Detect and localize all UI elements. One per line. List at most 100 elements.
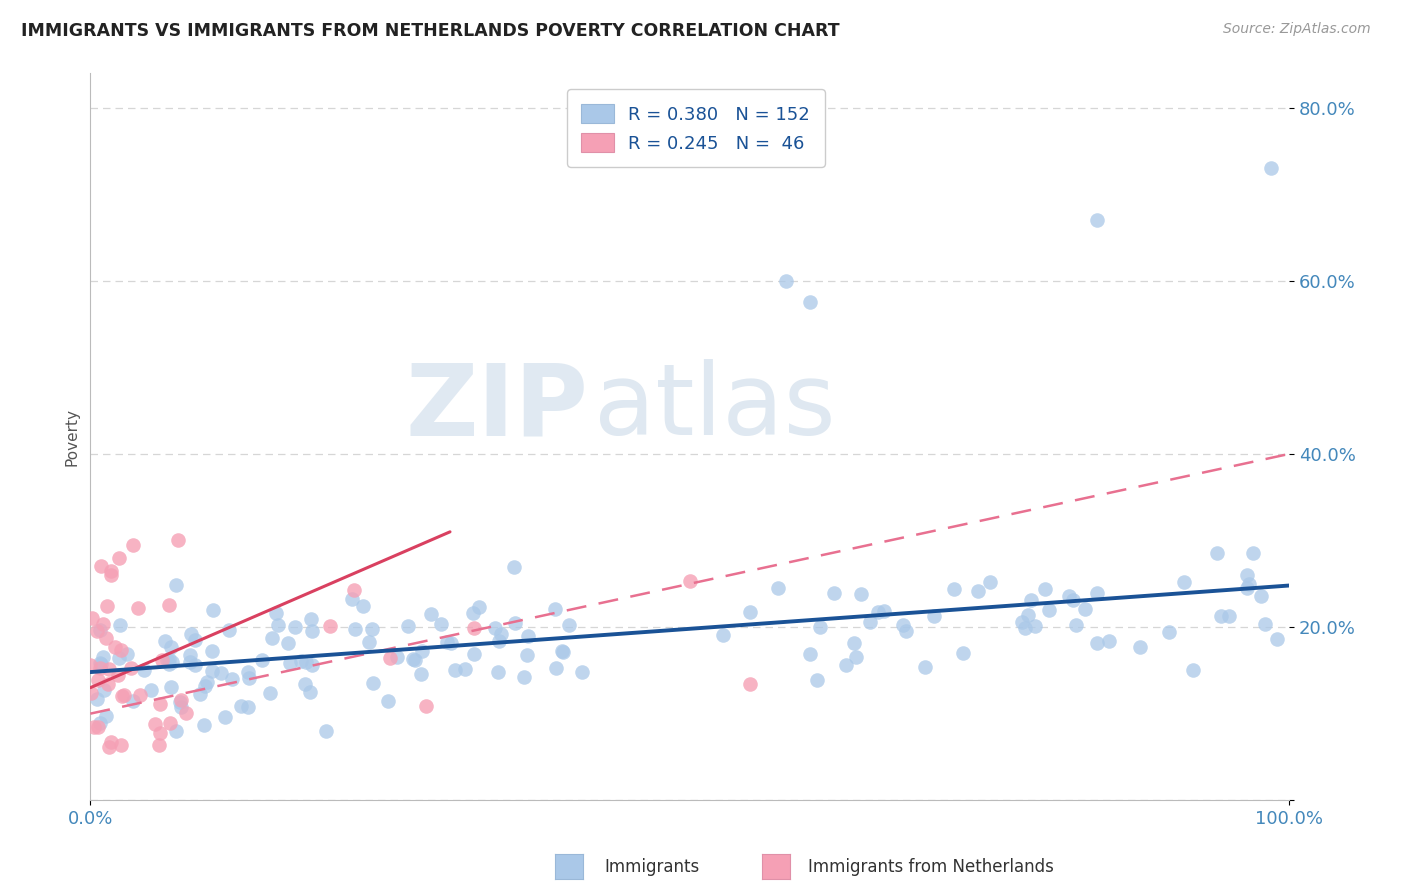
Point — [1236, 581, 1258, 595]
Point — [851, 587, 873, 601]
Point — [94, 709, 117, 723]
Point — [894, 624, 917, 638]
Text: ZIP: ZIP — [405, 359, 588, 456]
Point — [209, 665, 232, 680]
Point — [267, 618, 290, 632]
Point — [738, 677, 761, 691]
Point — [96, 599, 118, 613]
Point — [238, 699, 260, 714]
Point — [436, 634, 458, 648]
Point — [768, 582, 790, 596]
Point — [845, 650, 868, 665]
Point — [1024, 619, 1046, 633]
Point — [914, 660, 936, 674]
Text: Immigrants from Netherlands: Immigrants from Netherlands — [808, 858, 1054, 876]
Point — [132, 663, 155, 677]
Point — [111, 689, 134, 703]
Legend: R = 0.380   N = 152, R = 0.245   N =  46: R = 0.380 N = 152, R = 0.245 N = 46 — [567, 89, 825, 167]
Point — [166, 578, 188, 592]
Point — [342, 591, 364, 606]
Text: atlas: atlas — [593, 359, 835, 456]
Point — [83, 720, 105, 734]
Point — [679, 574, 702, 588]
Point — [1064, 618, 1087, 632]
Point — [87, 673, 110, 688]
Point — [546, 661, 568, 675]
Point — [1038, 603, 1060, 617]
Point — [277, 635, 299, 649]
Point — [157, 657, 180, 671]
Point — [1182, 663, 1205, 677]
Point — [193, 718, 215, 732]
Point — [396, 619, 419, 633]
Point — [799, 295, 821, 310]
Point — [127, 601, 149, 615]
Point — [169, 695, 191, 709]
Point — [463, 648, 485, 662]
Point — [218, 623, 240, 637]
Text: IMMIGRANTS VS IMMIGRANTS FROM NETHERLANDS POVERTY CORRELATION CHART: IMMIGRANTS VS IMMIGRANTS FROM NETHERLAND… — [21, 22, 839, 40]
Point — [148, 739, 170, 753]
Point — [262, 631, 284, 645]
Point — [551, 645, 574, 659]
Point — [174, 706, 197, 720]
Point — [859, 615, 882, 629]
Point — [139, 682, 162, 697]
Point — [231, 699, 253, 714]
Point — [150, 653, 173, 667]
Point — [221, 672, 243, 686]
Point — [184, 658, 207, 673]
Point — [966, 584, 988, 599]
Point — [148, 725, 170, 739]
Point — [89, 661, 111, 675]
Point — [143, 717, 166, 731]
Point — [489, 627, 512, 641]
Point — [108, 618, 131, 632]
Point — [179, 655, 201, 669]
Point — [1085, 586, 1108, 600]
Point — [363, 675, 385, 690]
Point — [344, 622, 367, 636]
Point — [1087, 636, 1109, 650]
Point — [891, 618, 914, 632]
Point — [343, 582, 366, 597]
Point — [104, 640, 127, 654]
Point — [89, 657, 111, 672]
Point — [711, 628, 734, 642]
Point — [1260, 161, 1282, 176]
Point — [89, 715, 111, 730]
Point — [97, 662, 120, 676]
Point — [808, 620, 831, 634]
Point — [835, 658, 858, 673]
Point — [873, 604, 896, 618]
Point — [299, 612, 322, 626]
Point — [516, 648, 538, 662]
Point — [290, 654, 312, 668]
Point — [100, 735, 122, 749]
Point — [160, 680, 183, 694]
Point — [162, 655, 184, 669]
Point — [236, 665, 259, 679]
Point — [1236, 567, 1258, 582]
Point — [922, 609, 945, 624]
Point — [79, 657, 101, 672]
Point — [842, 636, 865, 650]
Point — [91, 616, 114, 631]
Point — [1059, 589, 1081, 603]
Point — [1129, 640, 1152, 654]
Point — [352, 599, 374, 614]
Y-axis label: Poverty: Poverty — [65, 408, 79, 466]
Point — [167, 533, 190, 548]
Point — [278, 656, 301, 670]
Point — [411, 644, 433, 658]
Point — [264, 606, 287, 620]
Point — [1098, 634, 1121, 648]
Point — [110, 738, 132, 752]
Point — [156, 653, 179, 667]
Point — [250, 653, 273, 667]
Point — [108, 550, 131, 565]
Point — [129, 688, 152, 702]
Point — [202, 603, 225, 617]
Point — [299, 684, 322, 698]
Point — [188, 688, 211, 702]
